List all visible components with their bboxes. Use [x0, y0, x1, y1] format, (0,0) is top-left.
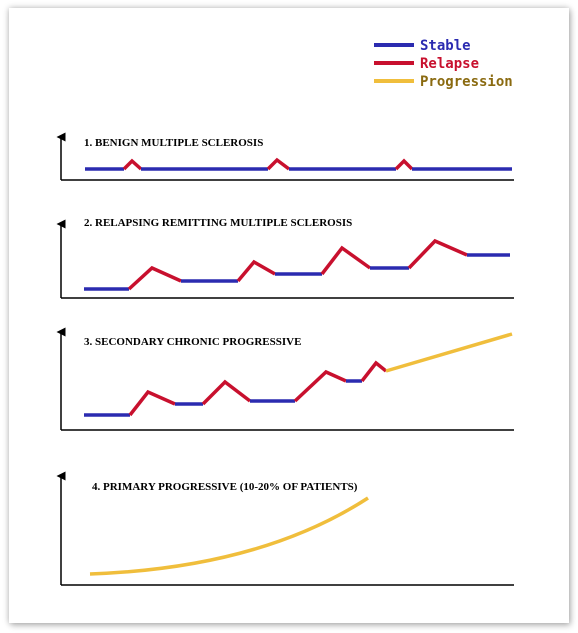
panel-2-relapse-4 — [407, 238, 468, 270]
panel-4-progression — [89, 496, 369, 576]
panel-3-relapse-2 — [201, 379, 252, 406]
panel-3-progression — [385, 332, 513, 373]
legend-item-stable: Stable — [374, 38, 471, 54]
panel-secondary-progressive: 3. SECONDARY CHRONIC PROGRESSIVE — [56, 327, 514, 431]
panel-3-title: 3. SECONDARY CHRONIC PROGRESSIVE — [84, 336, 301, 348]
panel-benign: 1. BENIGN MULTIPLE SCLEROSIS — [56, 132, 514, 181]
panel-3-relapse-4 — [360, 360, 388, 383]
panel-3-relapse-3 — [293, 369, 347, 403]
panel-1-relapse-2 — [266, 157, 291, 171]
panel-1-title: 1. BENIGN MULTIPLE SCLEROSIS — [84, 137, 263, 149]
panel-primary-progressive: 4. PRIMARY PROGRESSIVE (10-20% OF PATIEN… — [56, 471, 514, 586]
legend: Stable Relapse Progression — [374, 38, 513, 90]
panel-2-relapse-3 — [320, 245, 372, 276]
legend-label-stable: Stable — [420, 38, 471, 54]
panel-relapsing-remitting: 2. RELAPSING REMITTING MULTIPLE SCLEROSI… — [56, 217, 514, 299]
panel-4-title: 4. PRIMARY PROGRESSIVE (10-20% OF PATIEN… — [92, 481, 358, 493]
panel-2-relapse-1 — [127, 265, 182, 291]
legend-item-progression: Progression — [374, 74, 513, 90]
diagram-frame — [9, 8, 569, 623]
legend-item-relapse: Relapse — [374, 56, 479, 72]
legend-label-progression: Progression — [420, 74, 513, 90]
panel-2-relapse-2 — [236, 259, 276, 283]
panel-2-title: 2. RELAPSING REMITTING MULTIPLE SCLEROSI… — [84, 217, 352, 229]
panel-1-relapse-3 — [394, 158, 414, 171]
legend-label-relapse: Relapse — [420, 56, 479, 72]
panel-3-relapse-1 — [128, 389, 176, 417]
panel-1-relapse-1 — [122, 158, 143, 171]
